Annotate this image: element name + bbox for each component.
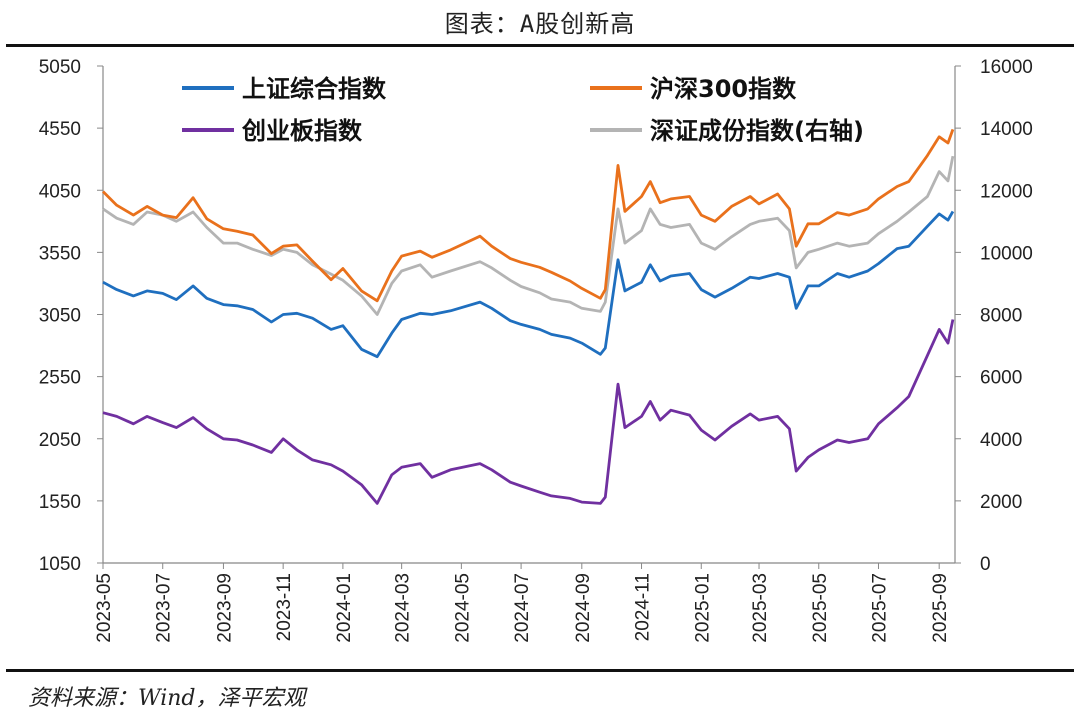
series-line-2 — [102, 319, 955, 505]
left-tick-label: 1550 — [39, 492, 81, 513]
left-tick-label: 3050 — [39, 306, 81, 327]
right-tick-label: 14000 — [980, 119, 1033, 140]
chart-title: 图表：A股创新高 — [444, 10, 636, 38]
right-tick-label: 2000 — [980, 492, 1022, 513]
left-tick-label: 3550 — [39, 243, 81, 264]
x-tick-label: 2024-11 — [633, 573, 654, 641]
x-tick-label: 2023-05 — [94, 573, 115, 643]
x-tick-label: 2023-11 — [274, 573, 295, 641]
x-tick-label: 2025-01 — [692, 573, 713, 643]
right-tick-label: 6000 — [980, 368, 1022, 389]
right-tick-label: 4000 — [980, 430, 1022, 451]
left-tick-label: 2050 — [39, 430, 81, 451]
x-tick-label: 2024-09 — [573, 573, 594, 643]
legend-label-2: 创业板指数 — [241, 117, 363, 145]
x-tick-label: 2024-01 — [334, 573, 355, 643]
x-tick-label: 2024-05 — [452, 573, 473, 643]
right-tick-label: 0 — [980, 554, 991, 575]
left-tick-label: 2550 — [39, 368, 81, 389]
x-tick-label: 2023-09 — [214, 573, 235, 643]
x-tick-label: 2024-07 — [512, 573, 533, 643]
series-line-1 — [102, 128, 955, 303]
x-tick-label: 2025-03 — [750, 573, 771, 643]
right-tick-label: 12000 — [980, 181, 1033, 202]
legend-label-3: 深证成份指数(右轴) — [650, 117, 864, 145]
right-tick-label: 10000 — [980, 243, 1033, 264]
left-tick-label: 1050 — [39, 554, 81, 575]
left-tick-label: 4550 — [39, 119, 81, 140]
axes: 1050 1550 2050 2550 3050 3550 4050 4550 5050 0 200… — [39, 57, 1033, 643]
legend-label-0: 上证综合指数 — [242, 75, 387, 103]
top-rule — [6, 44, 1074, 47]
x-tick-label: 2023-07 — [154, 573, 175, 643]
left-tick-label: 5050 — [39, 57, 81, 78]
series-line-3 — [102, 155, 955, 316]
x-tick-label: 2025-05 — [810, 573, 831, 643]
series-lines — [102, 128, 955, 505]
x-tick-label: 2024-03 — [393, 573, 414, 643]
chart-svg: 1050 1550 2050 2550 3050 3550 4050 4550 5050 0 200… — [39, 57, 1033, 643]
right-tick-label: 8000 — [980, 306, 1022, 327]
series-line-0 — [102, 210, 955, 359]
right-tick-label: 16000 — [980, 57, 1033, 78]
source-note: 资料来源：Wind，泽平宏观 — [28, 686, 306, 711]
legend-label-1: 沪深300指数 — [650, 75, 797, 103]
left-tick-label: 4050 — [39, 181, 81, 202]
x-tick-label: 2025-09 — [930, 573, 951, 643]
bottom-rule — [6, 669, 1074, 672]
x-tick-label: 2025-07 — [869, 573, 890, 643]
